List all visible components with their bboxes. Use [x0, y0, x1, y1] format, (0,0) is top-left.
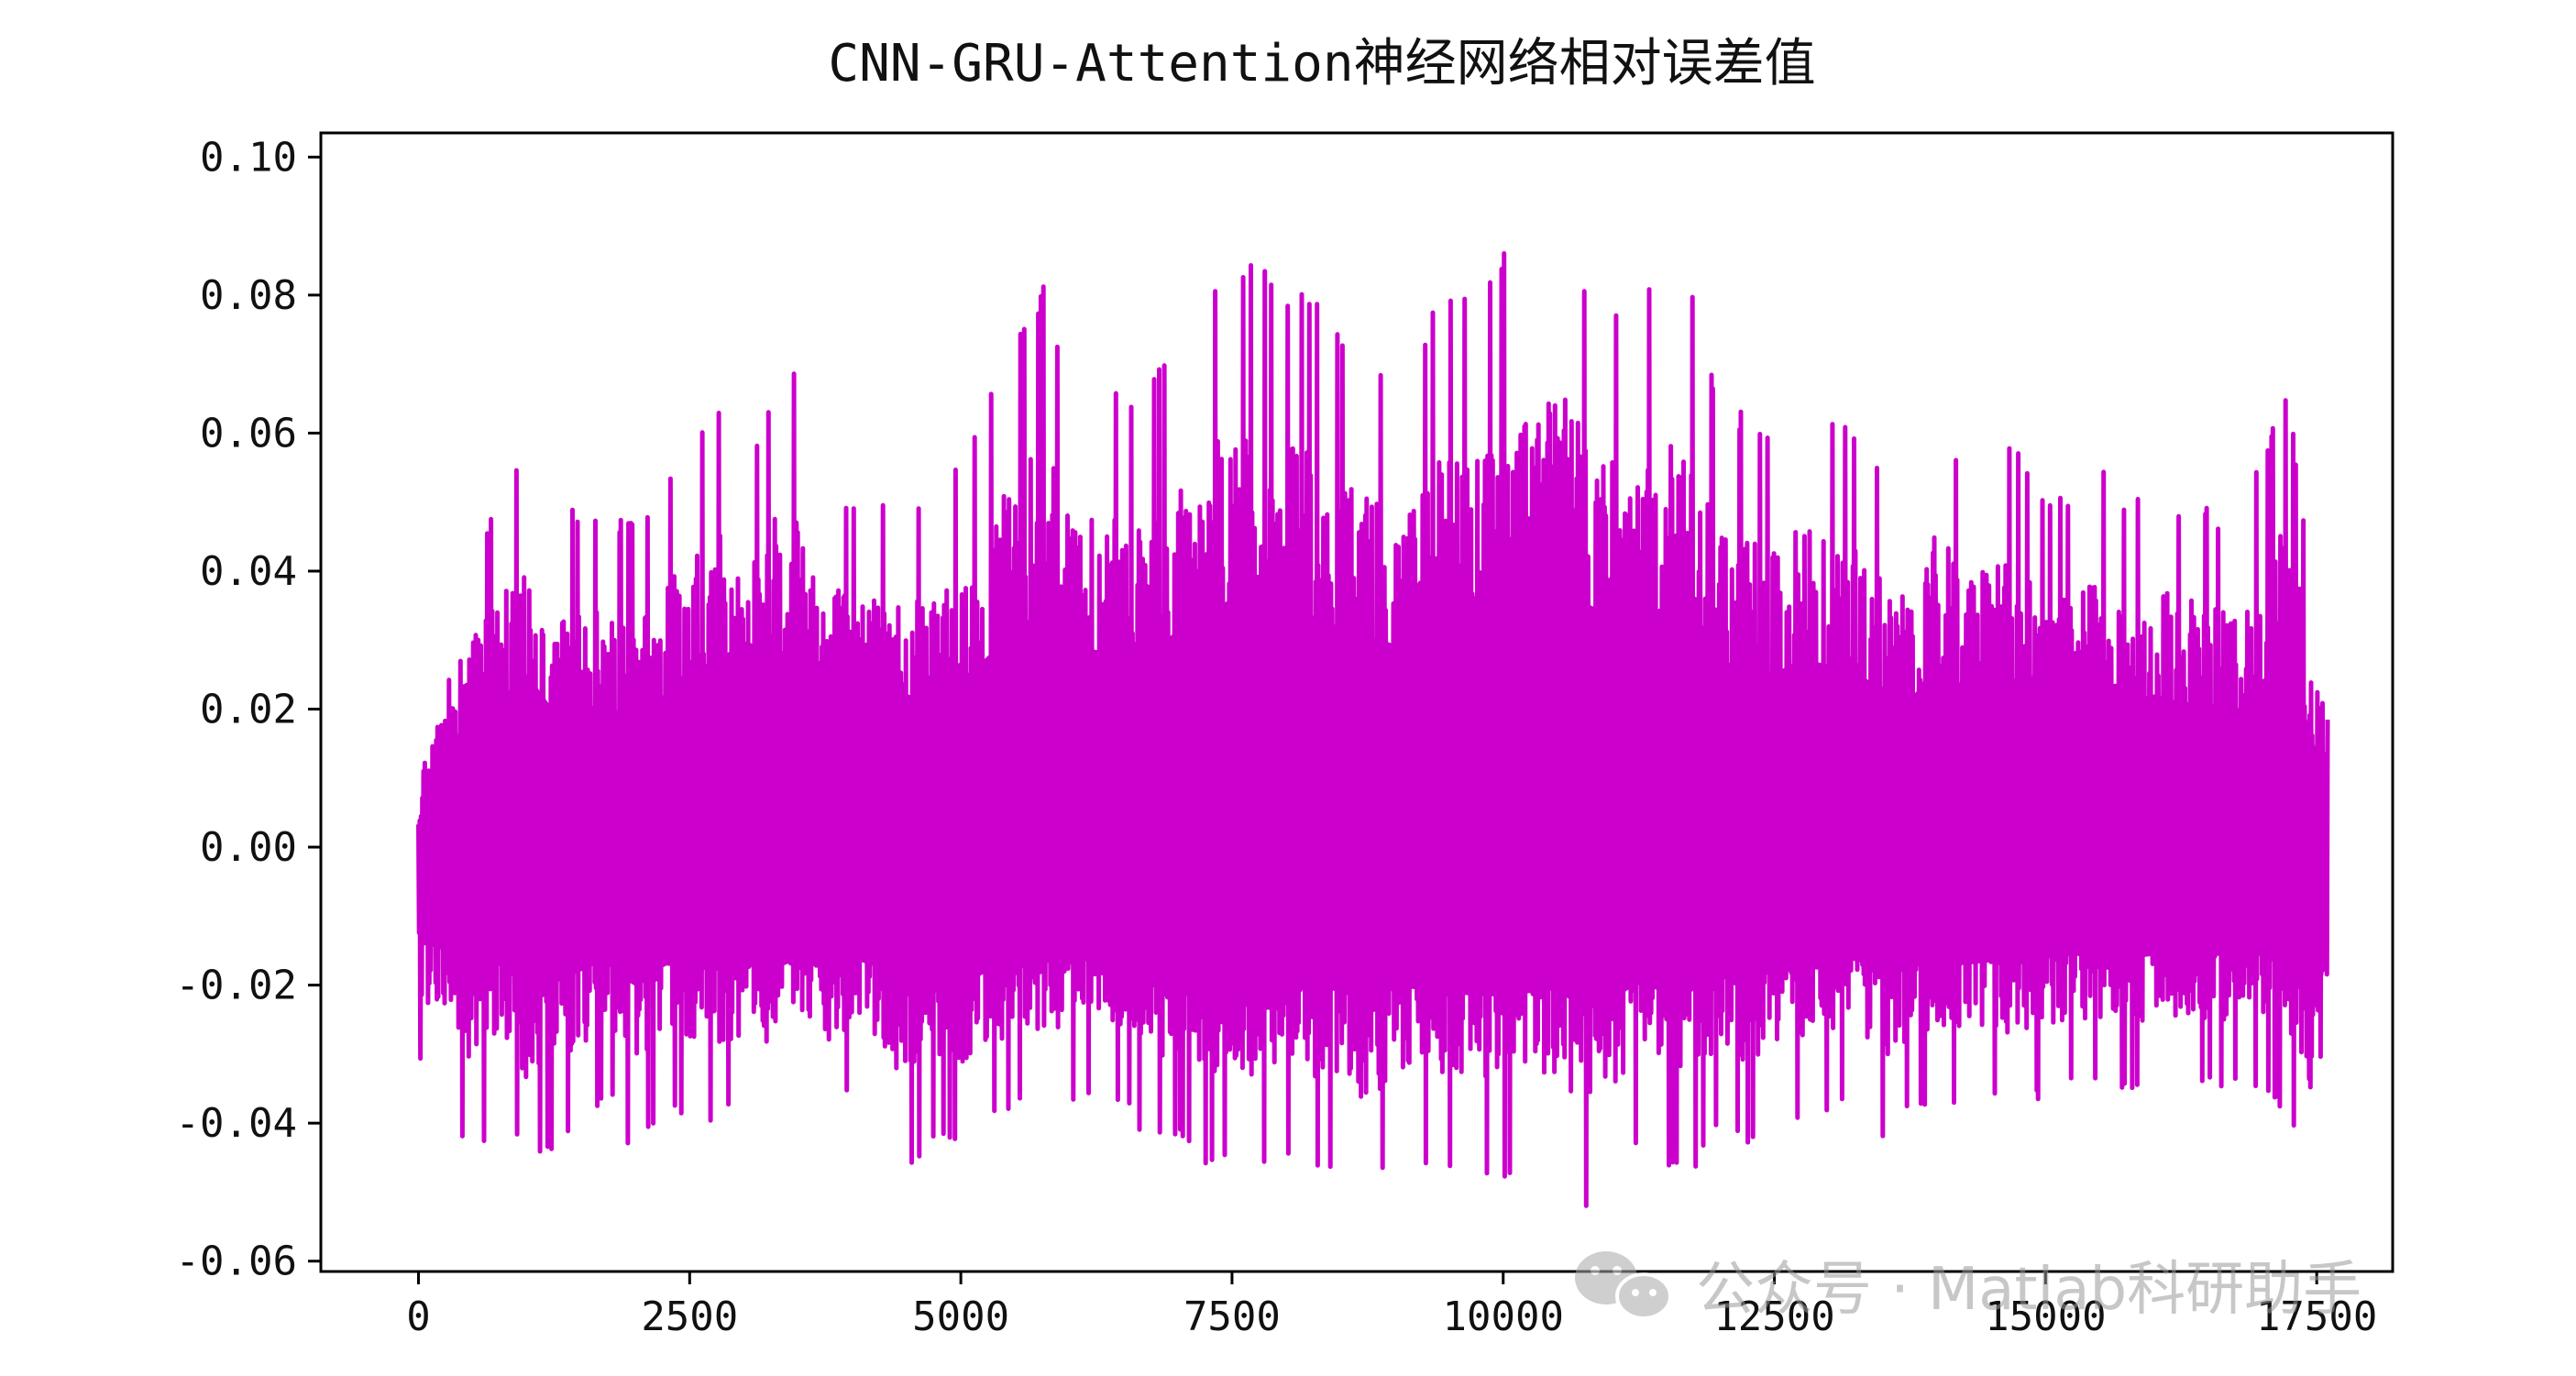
x-tick-label: 12500 — [1713, 1293, 1834, 1340]
y-tick-label: 0.06 — [200, 410, 297, 457]
chart-title: CNN-GRU-Attention神经网络相对误差值 — [828, 34, 1815, 94]
series-line — [416, 251, 2330, 1208]
plot-area — [416, 251, 2330, 1208]
watermark-text: 公众号 · Matlab科研助手 — [1696, 1256, 2361, 1324]
y-tick-label: 0.08 — [200, 272, 297, 319]
y-axis: -0.06 -0.04 -0.02 0.00 0.02 0.04 0.06 0.08 0.10 — [176, 134, 321, 1285]
x-tick-label: 15000 — [1985, 1293, 2106, 1340]
wechat-icon — [1575, 1251, 1672, 1320]
x-tick-label: 7500 — [1183, 1293, 1281, 1340]
axes-frame — [319, 131, 2394, 1273]
y-tick-label: 0.02 — [200, 687, 297, 733]
x-tick-label: 10000 — [1443, 1293, 1564, 1340]
x-tick-label: 2500 — [641, 1293, 738, 1340]
x-axis: 0 2500 5000 7500 10000 12500 15000 17500 — [406, 1271, 2377, 1340]
x-tick-label: 0 — [406, 1293, 431, 1340]
y-tick-label: 0.10 — [200, 134, 297, 181]
y-tick-label: -0.06 — [176, 1238, 297, 1285]
y-tick-label: 0.00 — [200, 824, 297, 871]
y-tick-label: -0.04 — [176, 1100, 297, 1147]
x-tick-label: 17500 — [2256, 1293, 2377, 1340]
y-tick-label: 0.04 — [200, 548, 297, 595]
x-tick-label: 5000 — [912, 1293, 1009, 1340]
y-tick-label: -0.02 — [176, 963, 297, 1009]
watermark: 公众号 · Matlab科研助手 — [1575, 1251, 2361, 1324]
